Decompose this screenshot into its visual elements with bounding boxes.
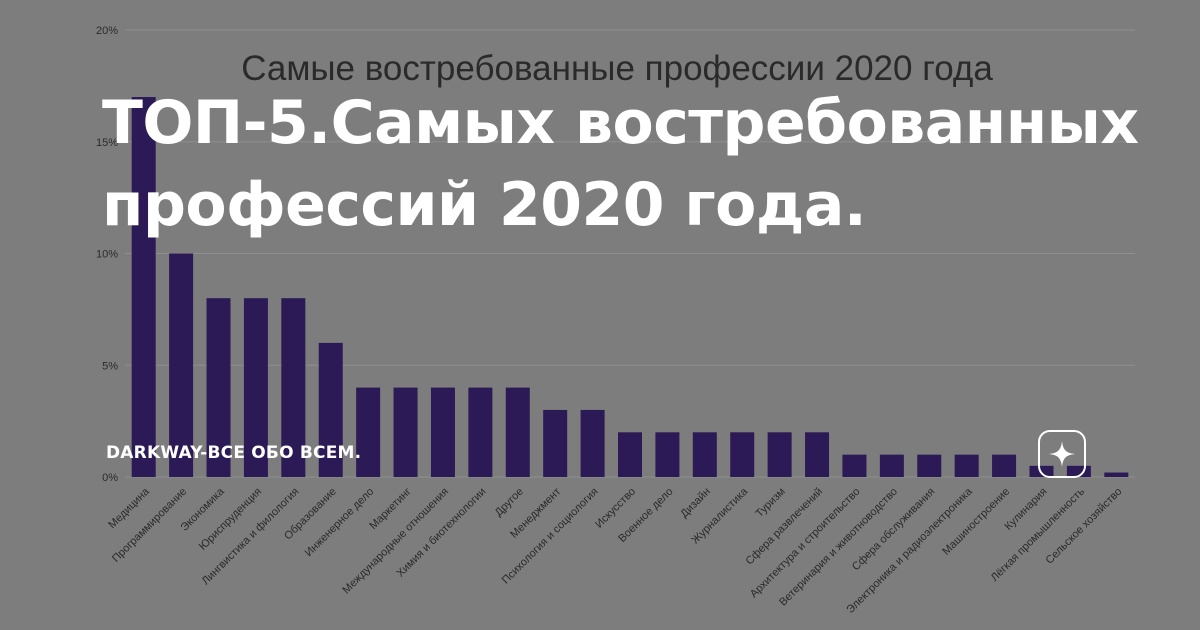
bar — [430, 387, 455, 477]
bar — [1104, 472, 1129, 477]
channel-name[interactable]: DARKWAY-ВСЕ ОБО ВСЕМ. — [106, 443, 362, 463]
x-axis-labels: МедицинаПрограммированиеЭкономикаЮриспру… — [106, 485, 1124, 616]
bar — [917, 454, 942, 477]
bar — [505, 387, 530, 477]
bar — [243, 298, 268, 477]
y-axis-ticks: 0% 5% 10% 15% 20% — [96, 25, 118, 484]
bar — [543, 409, 568, 477]
bar — [356, 387, 381, 477]
x-tick-label: Дизайн — [678, 486, 713, 521]
sparkle-star-icon — [1049, 441, 1075, 467]
bar — [206, 298, 231, 477]
bar — [954, 454, 979, 477]
bar — [992, 454, 1017, 477]
bar — [131, 97, 156, 478]
bar — [730, 432, 755, 477]
bar — [767, 432, 792, 477]
bar — [655, 432, 680, 477]
bar — [281, 298, 306, 477]
bar — [393, 387, 418, 477]
brand-badge[interactable] — [1038, 430, 1086, 478]
bar — [468, 387, 493, 477]
headline-line-2: профессий 2020 года. — [102, 170, 867, 240]
y-tick-label: 10% — [96, 249, 118, 261]
x-tick-label: Машиностроение — [940, 486, 1012, 558]
headline: ТОП-5.Самых востребованных профессий 202… — [102, 82, 1162, 246]
chart-title: Самые востребованные профессии 2020 года — [241, 49, 993, 88]
bar — [580, 409, 605, 477]
bar — [169, 253, 194, 477]
y-tick-label: 0% — [102, 472, 118, 484]
bar — [618, 432, 642, 477]
x-tick-label: Другое — [493, 486, 526, 519]
y-tick-label: 5% — [102, 360, 118, 372]
x-tick-label: Туризм — [754, 486, 788, 520]
headline-line-1: ТОП-5.Самых востребованных — [102, 88, 1139, 158]
y-tick-label: 20% — [96, 25, 118, 37]
y-tick-label: 15% — [96, 137, 118, 149]
bar — [805, 432, 830, 477]
chart-bars — [131, 97, 1129, 478]
x-tick-label: Инженерное дело — [303, 486, 377, 560]
x-tick-label: Сельское хозяйство — [1043, 486, 1124, 567]
bar — [842, 454, 867, 477]
bar — [692, 432, 717, 477]
bar — [318, 342, 343, 477]
bar — [879, 454, 904, 477]
